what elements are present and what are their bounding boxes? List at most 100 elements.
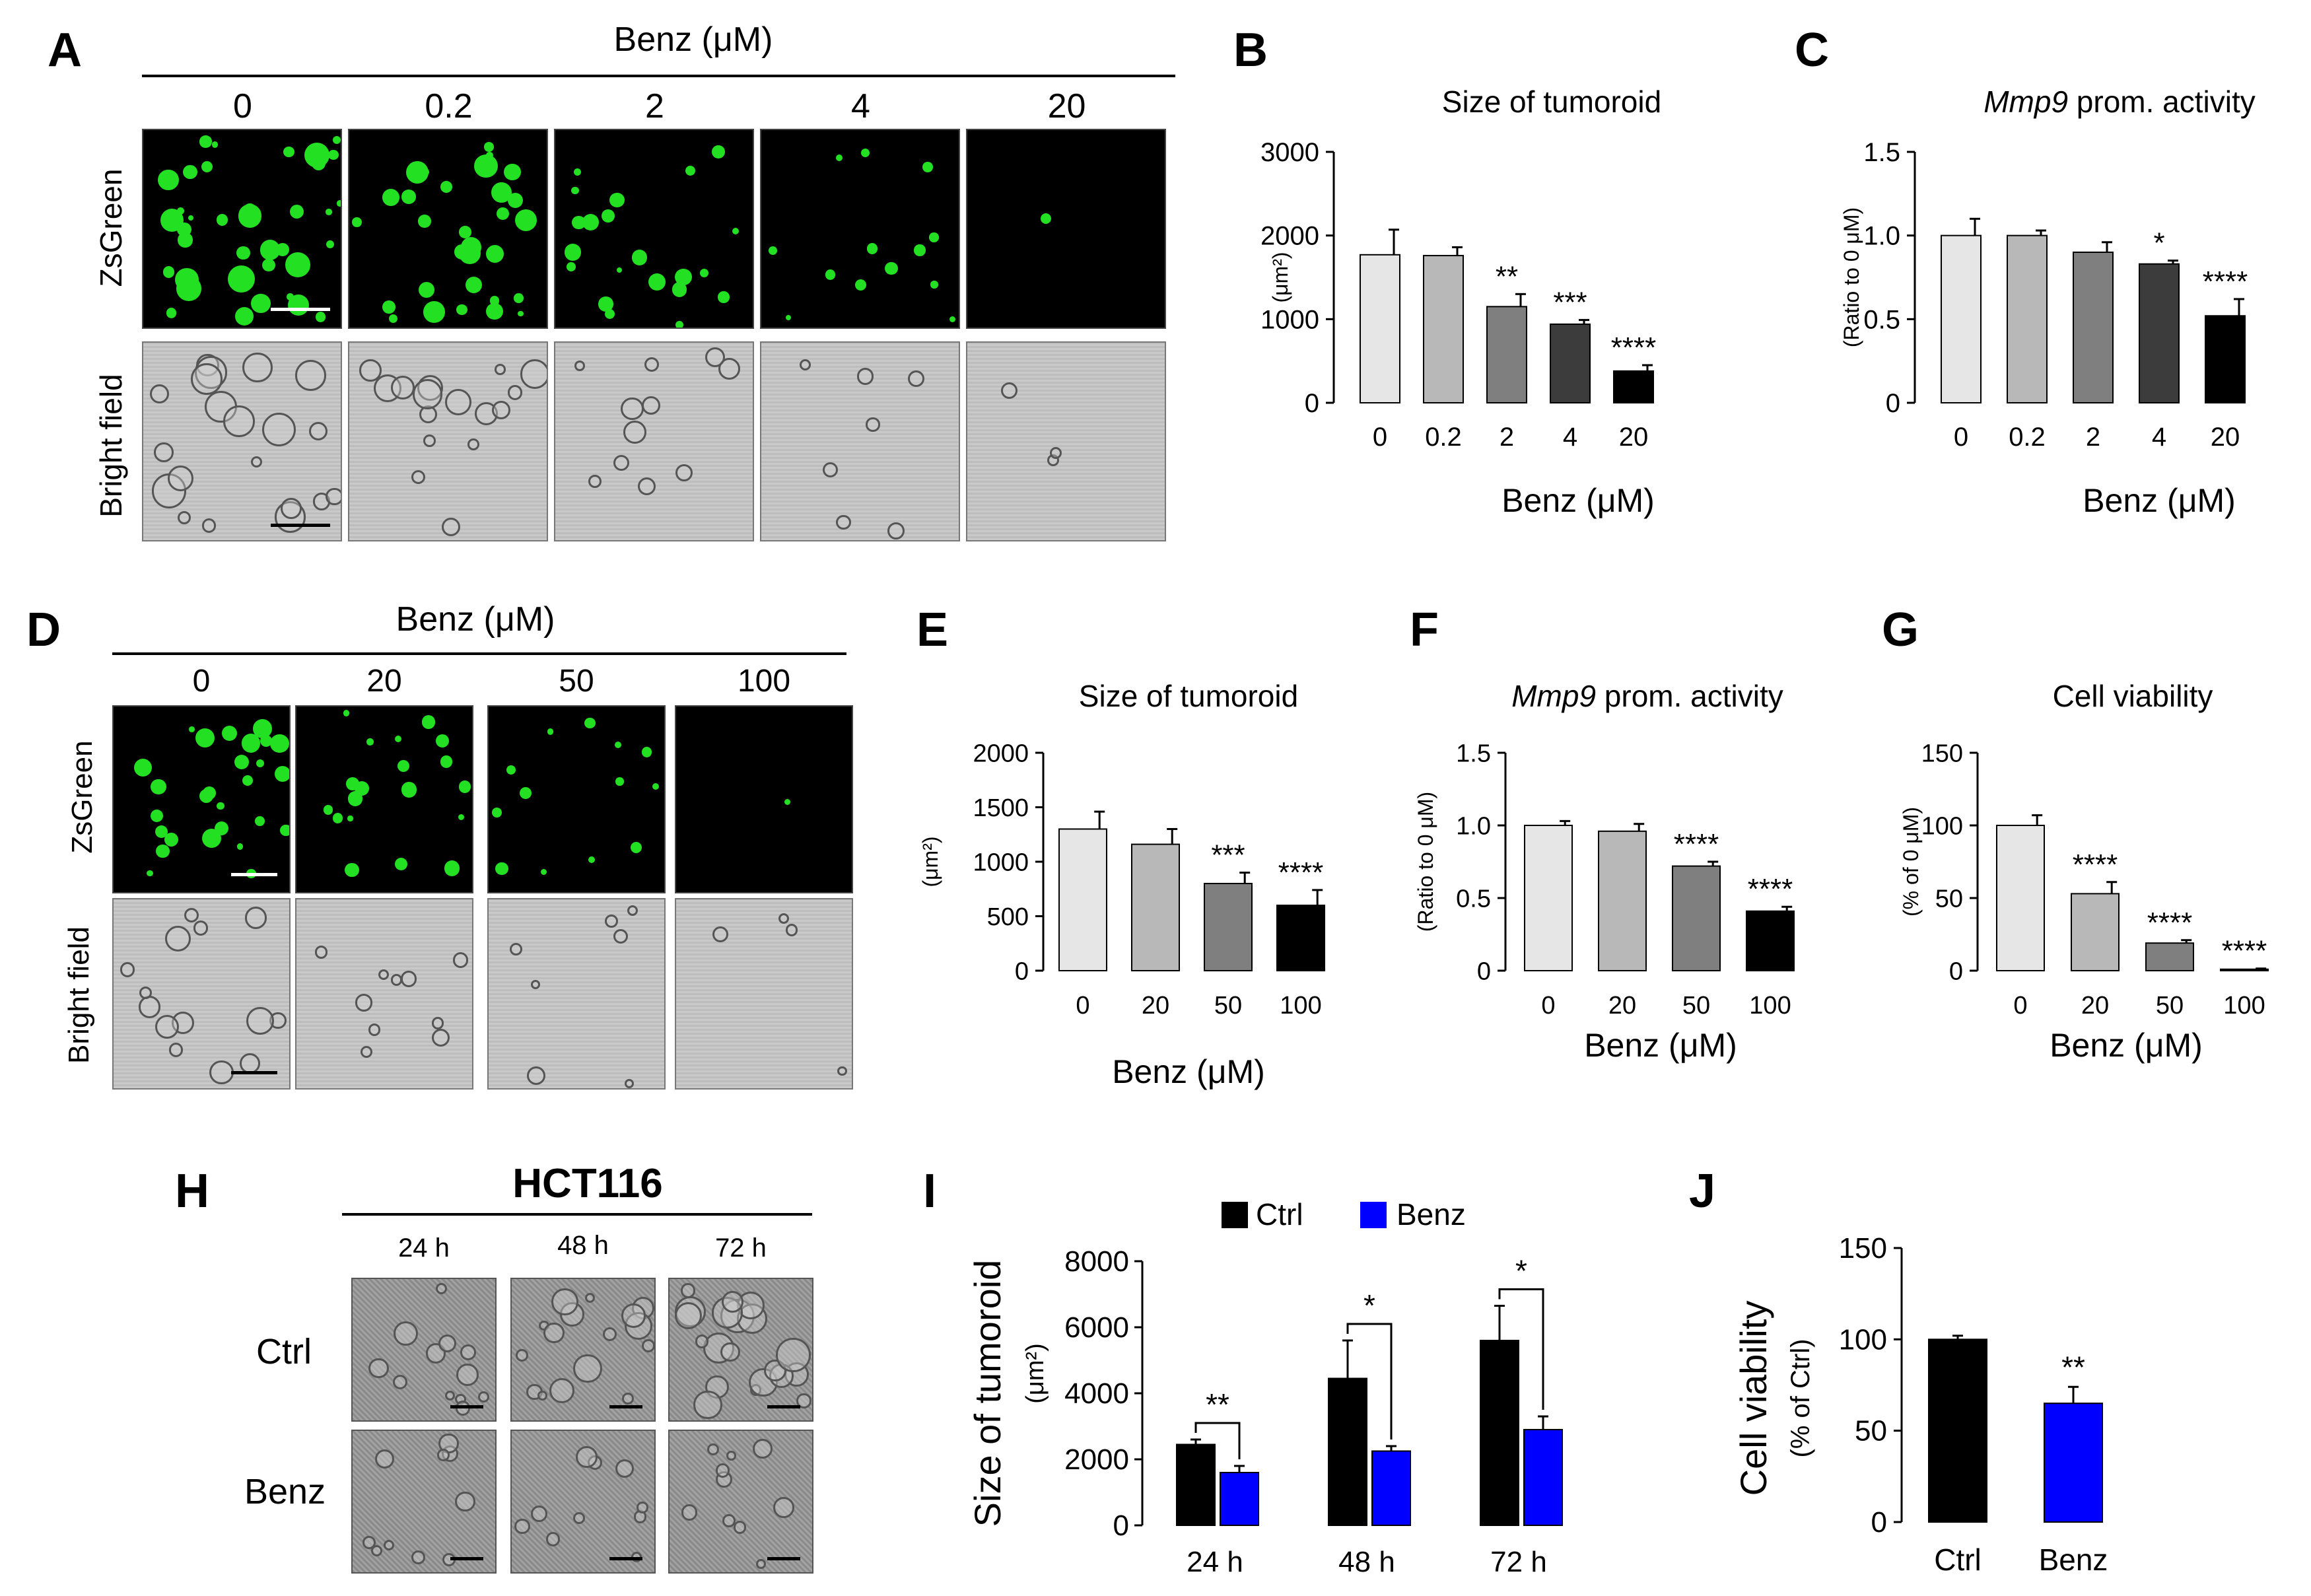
- y-tick-label: 0: [1949, 957, 1963, 985]
- fluorescent-tumoroid: [519, 786, 532, 799]
- x-tick-label: 2: [2086, 423, 2100, 452]
- tumoroid-cell: [549, 1378, 575, 1404]
- fluorescent-tumoroid: [401, 782, 417, 798]
- x-tick-label: 72 h: [1490, 1546, 1547, 1578]
- fluorescent-tumoroid: [241, 733, 261, 753]
- tumoroid-cell: [431, 1029, 450, 1047]
- fluorescent-tumoroid: [178, 232, 193, 248]
- fluorescent-tumoroid: [949, 316, 956, 322]
- bar: [1058, 828, 1107, 971]
- tumoroid-cell: [516, 1349, 529, 1362]
- x-axis-title: Benz (μM): [2083, 482, 2236, 519]
- panel-h-benz-image: [668, 1430, 813, 1574]
- tumoroid-cell: [374, 1449, 394, 1469]
- panel-label-g: G: [1882, 604, 1919, 656]
- bar: [1423, 255, 1464, 404]
- tumoroid-cell: [681, 1504, 697, 1521]
- x-tick-label: 24 h: [1187, 1546, 1243, 1578]
- fluorescent-tumoroid: [333, 136, 341, 145]
- significance-label: ****: [1748, 873, 1793, 905]
- y-axis-label: (μm²): [918, 836, 942, 887]
- fluorescent-tumoroid: [440, 755, 452, 768]
- y-tick-label: 2000: [973, 740, 1029, 767]
- fluorescent-tumoroid: [712, 145, 725, 158]
- fluorescent-tumoroid: [146, 870, 153, 877]
- panel-a-zsgreen-image: [554, 129, 754, 329]
- fluorescent-tumoroid: [836, 154, 843, 161]
- x-tick-label: 20: [1142, 992, 1169, 1020]
- fluorescent-tumoroid: [211, 141, 219, 148]
- y-tick-label: 2000: [1064, 1443, 1129, 1476]
- panel-label-e: E: [916, 604, 949, 656]
- tumoroid-cell: [437, 1449, 450, 1461]
- fluorescent-tumoroid: [860, 148, 870, 158]
- fluorescent-tumoroid: [929, 232, 939, 242]
- panel-a-header: Benz (μM): [613, 20, 773, 59]
- fluorescent-tumoroid: [564, 244, 582, 261]
- fluorescent-tumoroid: [825, 269, 836, 281]
- panel-a-brightfield-image: [142, 341, 342, 541]
- fluorescent-tumoroid: [609, 192, 625, 207]
- panel-a-brightfield-image: [554, 341, 754, 541]
- panel-h-ctrl-image: [668, 1278, 813, 1422]
- tumoroid-cell: [412, 378, 443, 409]
- tumoroid-cell: [621, 1303, 646, 1328]
- panel-a-brightfield-image: [966, 341, 1166, 541]
- tumoroid-cell: [537, 1391, 547, 1401]
- fluorescent-tumoroid: [616, 267, 622, 273]
- scale-bar: [450, 1405, 483, 1408]
- y-tick-label: 3000: [1260, 138, 1319, 167]
- fluorescent-tumoroid: [397, 760, 409, 773]
- fluorescent-tumoroid: [155, 825, 168, 839]
- tumoroid-cell: [624, 1078, 635, 1088]
- tumoroid-cell: [603, 1327, 617, 1341]
- bar: [1176, 1443, 1216, 1526]
- fluorescent-tumoroid: [784, 799, 791, 806]
- tumoroid-cell: [209, 1060, 234, 1085]
- fluorescent-tumoroid: [195, 728, 215, 748]
- scale-bar: [271, 524, 330, 527]
- fluorescent-tumoroid: [274, 766, 289, 782]
- tumoroid-cell: [326, 488, 341, 506]
- fluorescent-tumoroid: [573, 168, 581, 176]
- fluorescent-tumoroid: [474, 154, 498, 178]
- chart-j-cell-viability: 0 50 100 150 Cell viability (% of Ctrl) Ctrl Be…: [1733, 1232, 2108, 1577]
- fluorescent-tumoroid: [497, 207, 510, 221]
- tumoroid-cell: [223, 405, 256, 437]
- tumoroid-cell: [441, 517, 460, 536]
- fluorescent-tumoroid: [572, 215, 586, 230]
- tumoroid-cell: [467, 438, 480, 450]
- significance-label: *: [1363, 1288, 1375, 1323]
- tumoroid-cell: [531, 979, 541, 990]
- tumoroid-cell: [866, 417, 880, 432]
- scale-bar: [231, 1071, 277, 1074]
- tumoroid-cell: [262, 413, 296, 447]
- fluorescent-tumoroid: [435, 734, 450, 748]
- tumoroid-cell: [675, 1302, 703, 1330]
- y-tick-label: 1.0: [1456, 812, 1491, 840]
- tumoroid-cell: [836, 514, 852, 530]
- fluorescent-tumoroid: [315, 312, 326, 322]
- tumoroid-cell: [139, 986, 153, 999]
- chart-title: Mmp9 prom. activity: [1983, 85, 2256, 119]
- panel-label-f: F: [1410, 604, 1439, 656]
- scale-bar: [450, 1557, 483, 1560]
- fluorescent-tumoroid: [630, 842, 642, 853]
- fluorescent-tumoroid: [518, 310, 524, 316]
- tumoroid-cell: [168, 1043, 184, 1057]
- bar: [2073, 252, 2114, 403]
- fluorescent-tumoroid: [406, 161, 429, 184]
- tumoroid-cell: [244, 907, 267, 929]
- tumoroid-cell: [520, 359, 547, 389]
- panel-h-ctrl-image: [510, 1278, 656, 1422]
- fluorescent-tumoroid: [566, 262, 576, 272]
- fluorescent-tumoroid: [166, 307, 177, 318]
- tumoroid-cell: [822, 462, 839, 478]
- panel-label-i: I: [923, 1165, 937, 1218]
- tumoroid-cell: [400, 971, 417, 987]
- bar: [2044, 1403, 2103, 1523]
- scale-bar: [767, 1405, 800, 1408]
- legend-label: Benz: [1397, 1197, 1466, 1232]
- panel-d-brightfield-image: [112, 898, 291, 1090]
- fluorescent-tumoroid: [312, 156, 326, 170]
